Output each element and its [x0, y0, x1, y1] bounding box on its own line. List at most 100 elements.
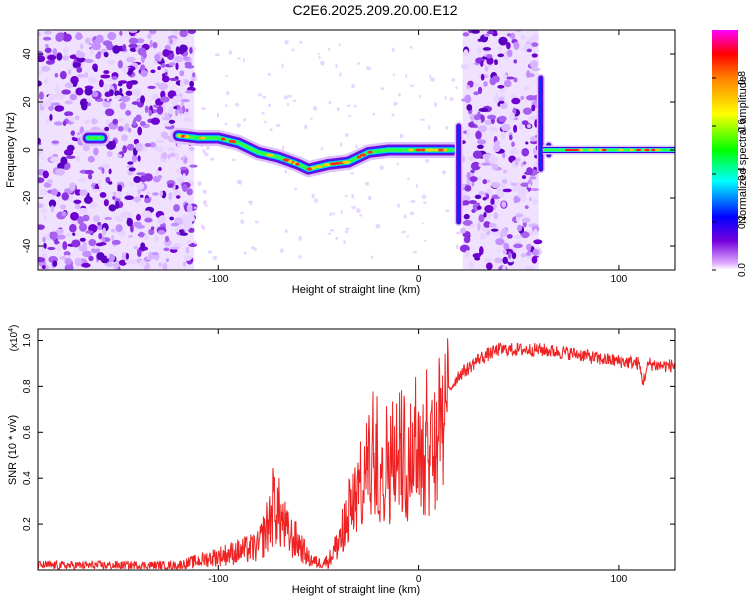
- noise-speckle: [479, 246, 484, 256]
- noise-speckle: [488, 222, 497, 228]
- noise-speckle: [175, 109, 179, 117]
- noise-speckle: [482, 47, 492, 51]
- noise-speckle: [69, 182, 76, 192]
- noise-speckle: [348, 114, 352, 117]
- noise-speckle: [54, 84, 60, 93]
- noise-speckle: [472, 253, 481, 259]
- noise-speckle: [478, 190, 485, 196]
- noise-speckle: [82, 250, 92, 258]
- y-tick-label: 0.8: [22, 379, 33, 393]
- noise-speckle: [531, 67, 541, 72]
- noise-speckle: [169, 38, 173, 45]
- noise-speckle: [253, 247, 257, 252]
- noise-speckle: [74, 115, 80, 121]
- noise-speckle: [135, 214, 142, 221]
- noise-speckle: [50, 205, 55, 213]
- noise-speckle: [158, 167, 162, 171]
- signal-peak: [573, 148, 579, 152]
- noise-speckle: [165, 258, 169, 263]
- noise-speckle: [202, 200, 207, 205]
- spectrogram-y-ticks: -40 -20 0 20 40: [22, 48, 675, 253]
- noise-speckle: [87, 77, 98, 84]
- noise-speckle: [158, 82, 168, 91]
- noise-speckle: [132, 118, 137, 127]
- noise-speckle: [184, 64, 195, 69]
- noise-speckle: [496, 199, 501, 204]
- noise-speckle: [64, 82, 74, 89]
- signal-peak: [282, 158, 290, 162]
- x-tick-label: 100: [611, 574, 628, 585]
- signal-peak: [567, 148, 573, 152]
- noise-speckle: [168, 119, 176, 124]
- noise-speckle: [97, 51, 102, 57]
- noise-speckle: [179, 232, 188, 236]
- signal-peak: [433, 148, 439, 152]
- noise-speckle: [64, 100, 73, 105]
- noise-speckle: [407, 177, 410, 181]
- noise-speckle: [236, 123, 241, 128]
- noise-speckle: [38, 177, 45, 183]
- noise-speckle: [406, 235, 410, 238]
- noise-speckle: [42, 170, 49, 179]
- noise-speckle: [70, 130, 75, 136]
- colorbar-label: Normalized spectral amplitude: [737, 76, 749, 224]
- noise-speckle: [104, 91, 112, 98]
- noise-speckle: [162, 262, 168, 270]
- noise-speckle: [345, 227, 350, 231]
- noise-speckle: [51, 188, 58, 196]
- noise-speckle: [444, 209, 450, 212]
- noise-speckle: [434, 102, 438, 107]
- noise-speckle: [71, 239, 81, 248]
- noise-speckle: [477, 46, 482, 55]
- noise-speckle: [111, 239, 121, 245]
- noise-speckle: [59, 256, 67, 260]
- snr-multiplier: (x104): [8, 325, 20, 352]
- noise-speckle: [88, 239, 97, 247]
- noise-speckle: [139, 121, 146, 127]
- noise-speckle: [175, 195, 181, 199]
- noise-speckle: [284, 39, 289, 45]
- noise-speckle: [494, 59, 498, 66]
- noise-speckle: [463, 236, 471, 244]
- noise-speckle: [478, 125, 488, 133]
- noise-speckle: [202, 149, 206, 154]
- noise-speckle: [466, 171, 471, 180]
- noise-speckle: [56, 52, 63, 61]
- noise-speckle: [470, 161, 481, 171]
- noise-speckle: [108, 168, 112, 175]
- noise-speckle: [508, 251, 512, 259]
- noise-speckle: [304, 124, 308, 130]
- noise-speckle: [291, 48, 295, 52]
- noise-speckle: [517, 224, 523, 232]
- y-tick-label: 20: [22, 96, 33, 108]
- noise-speckle: [95, 242, 104, 247]
- noise-speckle: [77, 178, 88, 183]
- noise-speckle: [79, 189, 88, 197]
- noise-speckle: [500, 131, 506, 140]
- noise-speckle: [150, 69, 156, 74]
- noise-speckle: [489, 77, 497, 86]
- noise-speckle: [135, 114, 142, 122]
- noise-speckle: [511, 182, 518, 186]
- noise-speckle: [164, 112, 168, 119]
- noise-speckle: [168, 192, 173, 200]
- noise-speckle: [391, 113, 395, 117]
- noise-speckle: [155, 82, 160, 86]
- noise-speckle: [250, 246, 255, 250]
- noise-speckle: [521, 120, 529, 126]
- signal-peak: [420, 148, 426, 152]
- y-tick-label: 40: [22, 48, 33, 60]
- noise-speckle: [133, 221, 142, 228]
- noise-speckle: [111, 234, 115, 241]
- noise-speckle: [145, 191, 152, 195]
- noise-speckle: [189, 47, 193, 54]
- noise-speckle: [396, 162, 399, 166]
- noise-speckle: [86, 97, 91, 103]
- noise-speckle: [79, 237, 86, 242]
- noise-speckle: [409, 46, 413, 49]
- noise-speckle: [483, 212, 487, 218]
- noise-speckle: [516, 157, 521, 162]
- noise-speckle: [38, 224, 45, 230]
- noise-speckle: [309, 117, 313, 120]
- noise-speckle: [500, 182, 506, 190]
